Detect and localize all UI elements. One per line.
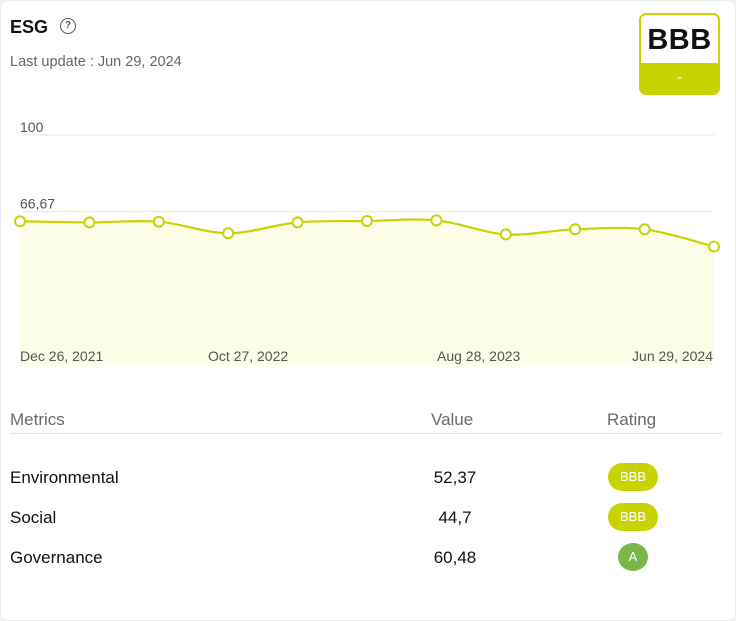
metric-value: 60,48 [433, 548, 477, 567]
x-tick-label: Oct 27, 2022 [208, 348, 288, 364]
data-point [499, 228, 512, 241]
header-rating: Rating [607, 410, 657, 429]
metric-name: Social [10, 508, 57, 527]
y-tick-label: 100 [20, 119, 44, 135]
x-tick-label: Aug 28, 2023 [437, 348, 521, 364]
header-value: Value [431, 410, 474, 429]
x-tick-label: Jun 29, 2024 [632, 348, 713, 364]
metrics-table: Metrics Value Rating Environmental 52,37… [10, 401, 722, 578]
data-point [152, 215, 165, 228]
data-point [361, 215, 373, 228]
x-tick-label: Dec 26, 2021 [20, 348, 103, 364]
rating-pill: BBB [608, 503, 658, 531]
data-point [638, 223, 651, 236]
metric-name: Environmental [10, 468, 119, 487]
series-area [20, 219, 714, 365]
table-row: Governance 60,48 A [10, 538, 722, 578]
data-point [83, 216, 96, 229]
y-tick-label: 66,67 [20, 196, 55, 212]
page-title: ESG [10, 17, 49, 37]
last-update-text: Last update : Jun 29, 2024 [10, 54, 182, 70]
rating-pill: A [618, 543, 648, 571]
metric-value: 52,37 [433, 468, 477, 487]
help-icon[interactable]: ? [60, 18, 76, 34]
data-point [430, 214, 443, 227]
metric-value: 44,7 [438, 508, 472, 527]
data-point [222, 227, 235, 240]
data-point [708, 240, 720, 253]
esg-rating-badge: BBB - [639, 13, 720, 95]
data-point [569, 223, 582, 236]
table-header: Metrics Value Rating [10, 401, 722, 434]
table-row: Environmental 52,37 BBB [10, 458, 722, 498]
table-row: Social 44,7 BBB [10, 498, 722, 538]
rating-change: - [641, 63, 718, 93]
data-point [291, 216, 304, 229]
rating-pill: BBB [608, 463, 658, 491]
metric-name: Governance [10, 548, 103, 567]
data-point [14, 215, 26, 228]
header-metrics: Metrics [10, 410, 65, 429]
rating-value: BBB [647, 23, 712, 56]
